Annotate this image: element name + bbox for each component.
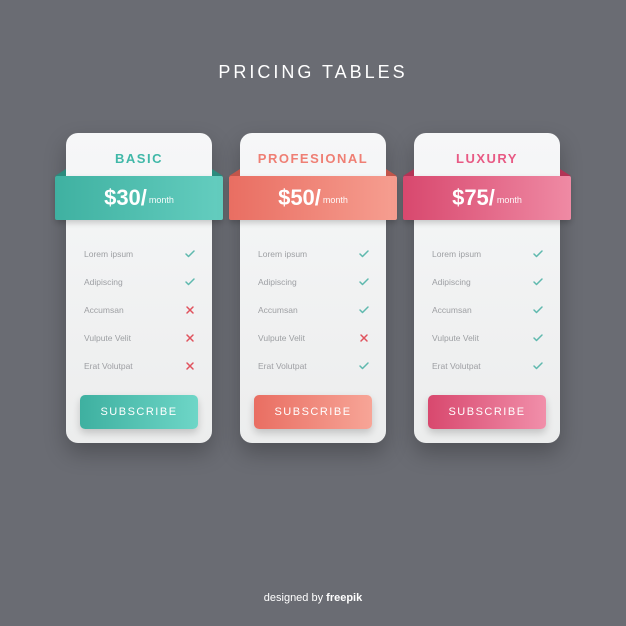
feature-label: Accumsan	[432, 305, 472, 315]
cross-icon	[184, 332, 196, 344]
check-icon	[532, 304, 544, 316]
check-icon	[358, 248, 370, 260]
attribution: designed by freepik	[0, 592, 626, 604]
price-period: month	[149, 195, 174, 205]
feature-label: Lorem ipsum	[258, 249, 307, 259]
attribution-prefix: designed by	[264, 592, 326, 604]
feature-list: Lorem ipsum Adipiscing Accumsan Vulpute Vel…	[240, 240, 386, 380]
tier-name: Luxury	[456, 151, 518, 166]
feature-label: Vulpute Velit	[84, 333, 131, 343]
feature-label: Erat Volutpat	[432, 361, 481, 371]
feature-item: Accumsan	[258, 296, 370, 324]
feature-item: Lorem ipsum	[84, 240, 196, 268]
feature-list: Lorem ipsum Adipiscing Accumsan Vulpute Vel…	[66, 240, 212, 380]
check-icon	[184, 248, 196, 260]
feature-label: Adipiscing	[258, 277, 297, 287]
feature-label: Lorem ipsum	[84, 249, 133, 259]
check-icon	[358, 304, 370, 316]
price-amount: $50/	[278, 176, 321, 220]
feature-item: Vulpute Velit	[432, 324, 544, 352]
page-title: Pricing Tables	[0, 0, 626, 83]
cross-icon	[184, 360, 196, 372]
subscribe-button[interactable]: Subscribe	[254, 395, 372, 429]
pricing-card-profesional: Profesional $50/month Lorem ipsum Adipiscin…	[240, 133, 386, 443]
feature-label: Accumsan	[84, 305, 124, 315]
check-icon	[358, 360, 370, 372]
attribution-brand: freepik	[326, 592, 362, 604]
tier-name: Profesional	[258, 151, 368, 166]
check-icon	[532, 248, 544, 260]
feature-item: Erat Volutpat	[84, 352, 196, 380]
cross-icon	[358, 332, 370, 344]
feature-list: Lorem ipsum Adipiscing Accumsan Vulpute Vel…	[414, 240, 560, 380]
feature-item: Lorem ipsum	[258, 240, 370, 268]
feature-item: Accumsan	[432, 296, 544, 324]
feature-item: Erat Volutpat	[258, 352, 370, 380]
feature-item: Erat Volutpat	[432, 352, 544, 380]
feature-item: Adipiscing	[84, 268, 196, 296]
price-period: month	[497, 195, 522, 205]
price-banner: $50/month	[229, 176, 397, 220]
price-period: month	[323, 195, 348, 205]
tier-name: Basic	[115, 151, 163, 166]
feature-item: Adipiscing	[432, 268, 544, 296]
price-amount: $75/	[452, 176, 495, 220]
feature-item: Accumsan	[84, 296, 196, 324]
feature-label: Adipiscing	[432, 277, 471, 287]
pricing-card-basic: Basic $30/month Lorem ipsum Adipiscing Accum…	[66, 133, 212, 443]
feature-label: Erat Volutpat	[258, 361, 307, 371]
cross-icon	[184, 304, 196, 316]
check-icon	[184, 276, 196, 288]
price-banner: $30/month	[55, 176, 223, 220]
feature-label: Accumsan	[258, 305, 298, 315]
feature-label: Vulpute Velit	[258, 333, 305, 343]
feature-item: Lorem ipsum	[432, 240, 544, 268]
feature-item: Adipiscing	[258, 268, 370, 296]
feature-label: Erat Volutpat	[84, 361, 133, 371]
feature-item: Vulpute Velit	[258, 324, 370, 352]
subscribe-button[interactable]: Subscribe	[428, 395, 546, 429]
feature-label: Adipiscing	[84, 277, 123, 287]
price-amount: $30/	[104, 176, 147, 220]
check-icon	[532, 276, 544, 288]
pricing-card-luxury: Luxury $75/month Lorem ipsum Adipiscing Accu…	[414, 133, 560, 443]
check-icon	[532, 332, 544, 344]
subscribe-button[interactable]: Subscribe	[80, 395, 198, 429]
pricing-cards-row: Basic $30/month Lorem ipsum Adipiscing Accum…	[0, 133, 626, 443]
feature-label: Lorem ipsum	[432, 249, 481, 259]
feature-label: Vulpute Velit	[432, 333, 479, 343]
check-icon	[532, 360, 544, 372]
feature-item: Vulpute Velit	[84, 324, 196, 352]
price-banner: $75/month	[403, 176, 571, 220]
check-icon	[358, 276, 370, 288]
